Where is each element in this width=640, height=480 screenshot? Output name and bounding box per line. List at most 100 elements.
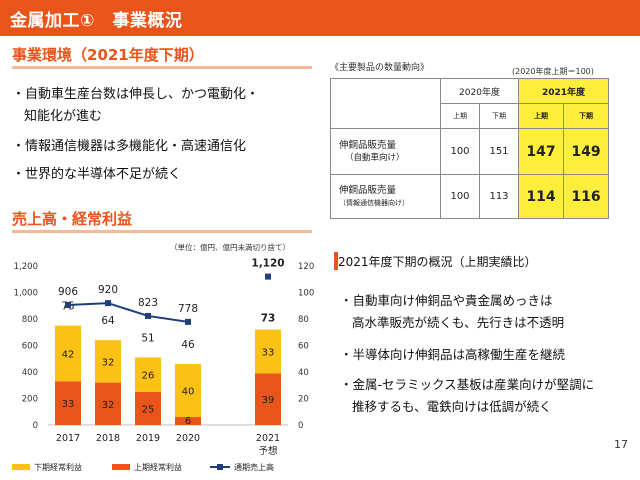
table-cell: 113 (479, 174, 519, 219)
bar-upper-profit (135, 357, 161, 392)
bar-upper-label: 42 (62, 349, 75, 360)
half-header: 下期 (563, 103, 609, 129)
left-axis-tick: 400 (22, 368, 38, 378)
x-tick-label: 2017 (56, 433, 80, 444)
summary-accent-bar (334, 252, 338, 270)
legend-label: 通期売上高 (234, 462, 274, 472)
bar-lower-label: 39 (262, 395, 275, 406)
bar-total-label: 46 (181, 339, 195, 351)
bar-upper-label: 40 (182, 387, 195, 398)
bar-lower-label: 32 (102, 400, 115, 411)
half-header: 上期 (518, 103, 564, 129)
x-tick-label: 2021 (256, 433, 280, 444)
year-header-2021: 2021年度 (518, 78, 609, 104)
bar-upper-label: 32 (102, 357, 115, 368)
sales-label: 778 (178, 303, 198, 315)
row-label-sub: （情報通信機器向け） (339, 198, 409, 207)
x-tick-label: 2020 (176, 433, 200, 444)
env-bullet-1-cont: 知能化が進む (24, 109, 103, 124)
chart-unit-note: （単位：億円、億円未満切り捨て） (170, 242, 290, 252)
left-axis-tick: 1,200 (14, 262, 38, 272)
section-underline (12, 230, 312, 233)
right-axis-tick: 60 (298, 342, 309, 352)
table-cell: 114 (518, 174, 564, 219)
env-bullet-2: ・情報通信機器は多機能化・高速通信化 (12, 139, 247, 154)
bar-total-label: 64 (101, 315, 115, 327)
x-tick-label: 2018 (96, 433, 120, 444)
bar-lower-label: 25 (142, 404, 155, 415)
bar-lower-profit (95, 382, 121, 425)
legend-label: 上期経常利益 (134, 462, 182, 472)
sales-profit-title: 売上高・経常利益 (12, 210, 133, 228)
right-axis-tick: 40 (298, 368, 309, 378)
right-axis-tick: 80 (298, 315, 309, 325)
bar-upper-profit (255, 329, 281, 374)
bar-total-label: 73 (261, 313, 276, 325)
x-tick-label: 2019 (136, 433, 160, 444)
row-label-main: 伸銅品販売量 (339, 139, 397, 151)
half-header: 上期 (440, 103, 480, 129)
table-cell: 100 (440, 174, 480, 219)
sales-label: 823 (138, 297, 158, 309)
right-axis-tick: 20 (298, 395, 309, 405)
page-number: 17 (614, 438, 628, 451)
sales-label: 906 (58, 286, 78, 298)
env-bullet-3: ・世界的な半導体不足が続く (12, 167, 182, 182)
right-axis-tick: 120 (298, 262, 314, 272)
bar-upper-label: 33 (262, 347, 275, 358)
row-label-sub: （自動車向け） (345, 152, 405, 163)
sales-marker (65, 301, 71, 308)
bar-lower-profit (255, 373, 281, 425)
product-volume-table: 2020年度 2021年度 上期 下期 上期 下期 伸銅品販売量 （自動車向け）… (330, 78, 609, 219)
right-axis-tick: 0 (298, 421, 303, 431)
sales-marker (105, 300, 111, 307)
bar-lower-label: 6 (185, 416, 191, 427)
summary-heading: 2021年度下期の概況（上期実績比） (338, 255, 537, 269)
bar-lower-profit (135, 391, 161, 425)
bar-upper-label: 26 (142, 371, 155, 382)
legend-swatch-lower (112, 464, 130, 470)
table-cell: 149 (563, 128, 609, 175)
env-bullet-1: ・自動車生産台数は伸長し、かつ電動化・ (12, 87, 260, 102)
left-axis-tick: 600 (22, 342, 38, 352)
bar-lower-profit (55, 381, 81, 425)
left-axis-tick: 0 (33, 421, 38, 431)
bar-total-label: 51 (141, 332, 154, 344)
table-row: 伸銅品販売量 （情報通信機器向け） 100 113 114 116 (330, 174, 609, 219)
table-cell: 151 (479, 128, 519, 175)
summary-bullet-3: ・金属-セラミックス基板は産業向けが堅調に (340, 377, 595, 392)
table-cell: 100 (440, 128, 480, 175)
left-axis-tick: 800 (22, 315, 38, 325)
row-label: 伸銅品販売量 （情報通信機器向け） (330, 174, 441, 219)
left-axis-tick: 1,000 (14, 289, 38, 299)
right-axis-tick: 100 (298, 289, 314, 299)
sales-marker (145, 312, 151, 319)
row-label-main: 伸銅品販売量 (339, 184, 397, 196)
legend-marker-sales (217, 464, 223, 470)
table-cell: 116 (563, 174, 609, 219)
header-bar: 金属加工① 事業概況 (0, 0, 640, 36)
section-underline (12, 66, 312, 69)
half-header: 下期 (479, 103, 519, 129)
table-caption: 《主要製品の数量動向》 (330, 63, 430, 73)
bar-upper-profit (55, 325, 81, 382)
sales-label: 1,120 (251, 258, 284, 270)
table-cell: 147 (518, 128, 564, 175)
sales-line (67, 302, 189, 323)
business-environment-title: 事業環境（2021年度下期） (12, 46, 204, 64)
bar-upper-profit (95, 340, 121, 383)
row-label: 伸銅品販売量 （自動車向け） (330, 128, 441, 175)
summary-bullet-1: ・自動車向け伸銅品や貴金属めっきは (340, 293, 553, 308)
sales-label: 920 (98, 284, 118, 296)
x-tick-sublabel: 予想 (258, 445, 278, 457)
left-axis-tick: 200 (22, 395, 38, 405)
summary-bullet-1-cont: 高水準販売が続くも、先行きは不透明 (352, 315, 565, 330)
sales-marker (265, 273, 271, 280)
bar-upper-profit (175, 364, 201, 418)
table-base-note: (2020年度上期＝100) (512, 67, 594, 76)
sales-profit-chart: （単位：億円、億円未満切り捨て） 0 200 400 600 800 1,000 1,200 0… (12, 242, 314, 472)
legend-swatch-upper (12, 464, 30, 470)
bar-lower-label: 33 (62, 399, 75, 410)
sales-marker (185, 318, 191, 325)
table-row: 伸銅品販売量 （自動車向け） 100 151 147 149 (330, 128, 609, 175)
